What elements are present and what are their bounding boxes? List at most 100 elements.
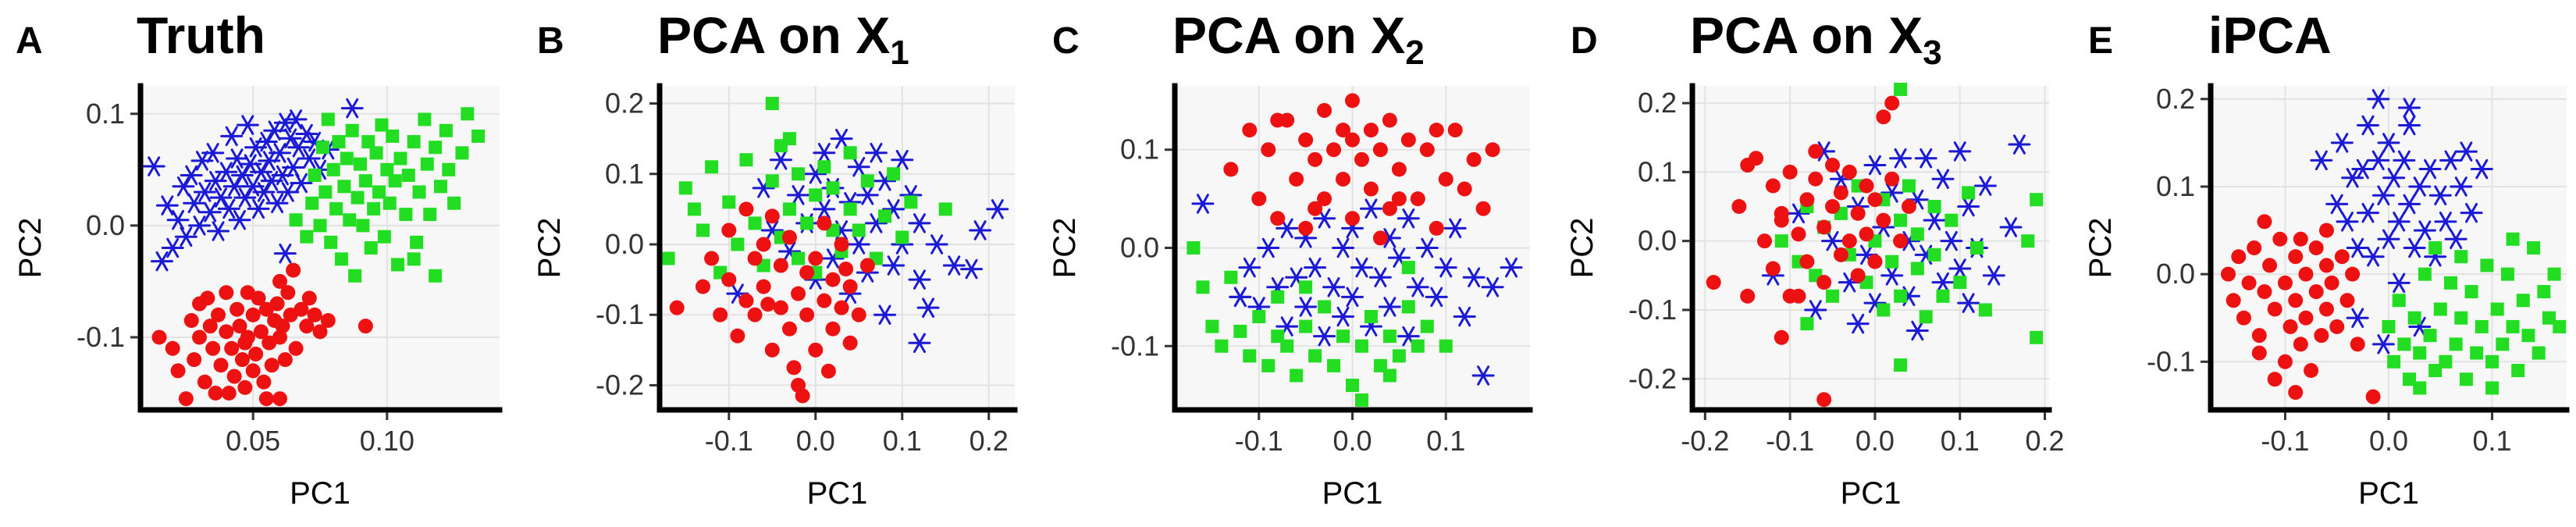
- point-asterisk-s1-p18: [2393, 150, 2416, 171]
- point-square-s2-p8: [1271, 290, 1285, 304]
- point-circle-s0-p37: [1774, 212, 1789, 228]
- point-asterisk-s1-p8: [2356, 202, 2379, 223]
- series-asterisk: [142, 98, 364, 272]
- point-square-s2-p5: [722, 195, 736, 209]
- point-square-s2-p31: [904, 195, 918, 209]
- point-asterisk-s1-p51: [340, 98, 364, 119]
- y-tick-label: -0.1: [76, 321, 125, 353]
- point-asterisk-s1-p29: [1415, 237, 1439, 258]
- point-square-s2-p37: [2485, 381, 2500, 395]
- point-circle-s0-p1: [2226, 293, 2241, 308]
- point-square-s2-p36: [2413, 381, 2427, 395]
- point-square-s2-p0: [1774, 234, 1788, 248]
- x-tick-label: 0.0: [2369, 425, 2408, 457]
- point-square-s2-p35: [399, 208, 413, 222]
- point-circle-s0-p4: [1756, 233, 1772, 249]
- point-circle-s0-p27: [245, 363, 261, 379]
- point-circle-s0-p12: [1326, 142, 1342, 158]
- point-square-s2-p31: [1894, 82, 1908, 96]
- panel-letter: B: [537, 20, 564, 62]
- point-circle-s0-p12: [2277, 275, 2293, 290]
- point-asterisk-s1-p28: [2439, 150, 2463, 171]
- point-square-s2-p24: [1953, 276, 1967, 290]
- point-square-s2-p7: [739, 153, 753, 167]
- point-square-s2-p34: [393, 151, 407, 166]
- point-circle-s0-p17: [1354, 151, 1369, 167]
- point-asterisk-s1-p21: [2403, 237, 2426, 258]
- point-circle-s0-p17: [221, 386, 237, 401]
- point-circle-s0-p28: [248, 346, 264, 361]
- point-circle-s0-p27: [825, 321, 841, 336]
- point-asterisk-s1-p30: [908, 269, 931, 290]
- point-asterisk-s1-p18: [1341, 287, 1364, 308]
- point-asterisk-s1-p6: [2351, 158, 2375, 180]
- point-square-s2-p4: [313, 219, 327, 233]
- point-square-s2-p41: [420, 157, 434, 171]
- point-asterisk-s1-p10: [1294, 297, 1318, 317]
- point-circle-s0-p32: [258, 391, 274, 407]
- point-asterisk-s1-p20: [1359, 198, 1382, 219]
- point-circle-s0-p24: [2318, 258, 2334, 273]
- point-circle-s0-p48: [301, 290, 317, 306]
- point-asterisk-s1-p2: [2330, 133, 2354, 153]
- point-asterisk-s1-p36: [969, 220, 992, 240]
- point-circle-s0-p3: [713, 307, 728, 322]
- point-square-s2-p4: [1224, 270, 1238, 284]
- y-tick-label: 0.1: [1638, 155, 1677, 187]
- point-circle-s0-p11: [756, 237, 771, 252]
- point-square-s2-p33: [2428, 241, 2443, 255]
- point-circle-s0-p9: [1308, 151, 1323, 167]
- point-square-s2-p33: [782, 132, 796, 146]
- point-square-s2-p26: [860, 174, 874, 188]
- point-square-s2-p5: [315, 141, 329, 155]
- point-square-s2-p20: [356, 219, 370, 233]
- point-square-s2-p14: [1894, 213, 1908, 227]
- x-tick-label: 0.1: [1941, 425, 1980, 457]
- point-square-s2-p26: [2516, 294, 2530, 308]
- point-circle-s0-p6: [2251, 328, 2267, 344]
- y-tick-label: -0.2: [596, 369, 644, 401]
- series-square: [1187, 241, 1453, 407]
- point-asterisk-s1-p34: [1462, 267, 1485, 287]
- point-asterisk-s1-p11: [193, 182, 216, 202]
- point-square-s2-p10: [2433, 302, 2447, 316]
- point-square-s2-p5: [2407, 311, 2421, 325]
- point-square-s2-p47: [447, 196, 461, 210]
- point-circle-s0-p24: [1400, 132, 1416, 148]
- point-square-s2-p13: [2449, 337, 2463, 351]
- point-square-s2-p22: [2496, 337, 2510, 351]
- point-square-s2-p28: [2527, 241, 2541, 255]
- point-square-s2-p9: [326, 162, 340, 176]
- point-square-s2-p14: [1327, 358, 1341, 372]
- panel-title-subscript: 1: [890, 34, 909, 72]
- point-square-s2-p6: [318, 185, 333, 199]
- point-circle-s0-p0: [1706, 275, 1721, 290]
- point-asterisk-s1-p31: [2008, 134, 2031, 155]
- point-circle-s0-p29: [1884, 171, 1900, 187]
- point-asterisk-s1-p19: [1914, 148, 1937, 169]
- point-square-s2-p30: [2030, 330, 2044, 344]
- y-axis-label: PC2: [1565, 218, 1599, 279]
- point-square-s2-p15: [2459, 372, 2473, 386]
- point-square-s2-p27: [1978, 303, 1992, 317]
- point-circle-s0-p29: [1447, 123, 1463, 138]
- point-asterisk-s1-p3: [769, 149, 792, 170]
- point-asterisk-s1-p1: [150, 251, 173, 272]
- panel-title: PCA on X2: [1172, 6, 1425, 72]
- point-asterisk-s1-p14: [2377, 133, 2400, 153]
- point-asterisk-s1-p3: [161, 237, 184, 258]
- panel-title: PCA on X1: [657, 6, 909, 72]
- point-circle-s0-p36: [786, 360, 802, 376]
- point-asterisk-s1-p16: [209, 187, 233, 208]
- point-circle-s0-p15: [219, 285, 234, 301]
- point-asterisk-s1-p16: [1332, 306, 1355, 327]
- point-circle-s0-p15: [1816, 275, 1832, 290]
- point-asterisk-s1-p4: [2341, 168, 2364, 188]
- y-tick-label: 0.0: [2156, 258, 2195, 290]
- point-square-s2-p13: [1318, 300, 1332, 314]
- point-circle-s0-p22: [2314, 328, 2329, 344]
- point-circle-s0-p18: [224, 340, 240, 356]
- point-square-s2-p22: [1936, 289, 1950, 303]
- panel-title-subscript: 2: [1405, 34, 1424, 72]
